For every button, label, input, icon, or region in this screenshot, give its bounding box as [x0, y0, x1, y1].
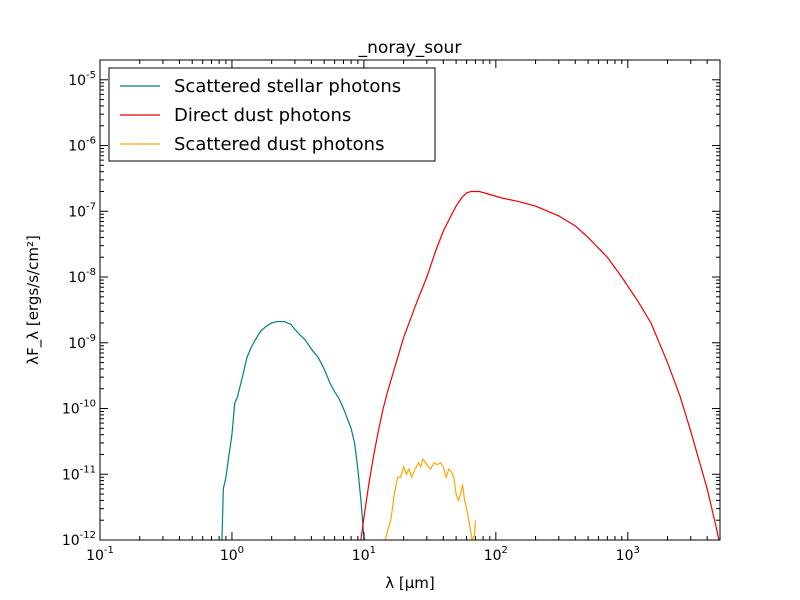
y-tick-label: 10-9	[68, 333, 96, 352]
x-tick-label: 101	[352, 545, 376, 564]
x-tick-label: 103	[616, 545, 640, 564]
y-tick-label: 10-11	[62, 464, 96, 483]
series-layer	[221, 190, 720, 540]
legend-label-1: Direct dust photons	[174, 105, 351, 126]
x-tick-label: 10-1	[86, 545, 114, 564]
legend-box	[108, 67, 436, 162]
chart-title: _noray_sour	[358, 38, 462, 58]
y-tick-label: 10-12	[62, 530, 96, 549]
x-axis-ticks: 10-1 100 101 102 103	[86, 60, 708, 564]
legend: Scattered stellar photons Direct dust pho…	[108, 67, 436, 162]
y-tick-label: 10-6	[68, 136, 96, 155]
y-tick-label: 10-5	[68, 70, 96, 89]
legend-label-0: Scattered stellar photons	[174, 76, 401, 97]
series-line-1	[360, 190, 720, 540]
series-line-2	[384, 457, 476, 540]
x-tick-label: 100	[220, 545, 244, 564]
y-tick-label: 10-8	[68, 267, 96, 286]
y-axis-ticks: 10-12 10-11 10-10 10-9 10-8 10-7 10-6 10-5	[62, 70, 720, 549]
y-axis-label: λF_λ [ergs/s/cm²]	[24, 235, 43, 365]
y-tick-label: 10-10	[62, 399, 96, 418]
series-line-0	[221, 320, 366, 540]
x-axis-label: λ [μm]	[385, 574, 435, 592]
x-tick-label: 102	[484, 545, 508, 564]
plot-frame	[99, 59, 721, 541]
legend-label-2: Scattered dust photons	[174, 134, 384, 155]
y-tick-label: 10-7	[68, 201, 96, 220]
